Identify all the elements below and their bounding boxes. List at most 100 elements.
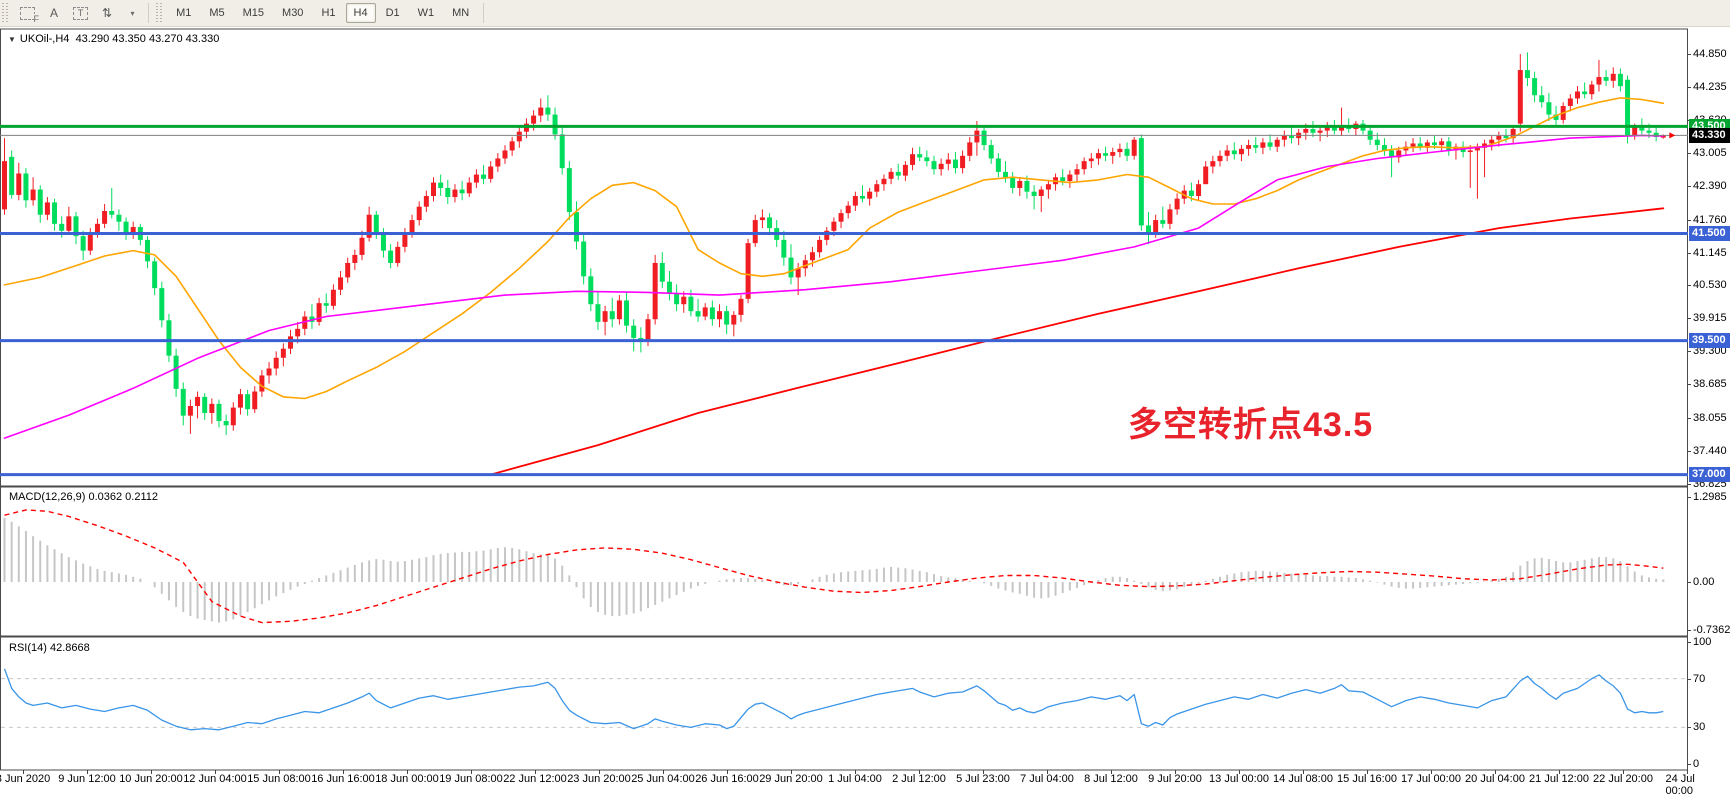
time-tick: 22 Jun 12:00 [503, 773, 567, 785]
timeframe-m5[interactable]: M5 [209, 7, 225, 19]
time-tick-mark [599, 770, 600, 774]
time-tick: 2 Jul 12:00 [892, 773, 946, 785]
time-tick-mark [471, 770, 472, 774]
rsi-tick: 100 [1687, 635, 1730, 649]
toolbar-grip[interactable] [2, 3, 9, 23]
timeframe-m30[interactable]: M30 [282, 7, 304, 19]
price-tick: 44.235 [1687, 80, 1730, 94]
rsi-tick: 0 [1687, 757, 1730, 771]
arrows-icon[interactable]: ⇅ [102, 6, 113, 20]
time-tick: 9 Jun 12:00 [58, 773, 116, 785]
indicator-f-icon[interactable]: F [13, 2, 42, 24]
time-tick: 12 Jun 04:00 [183, 773, 247, 785]
time-tick: 18 Jun 00:00 [375, 773, 439, 785]
annotation-toolbar: F A T ⇅ ▾ [13, 2, 143, 24]
time-tick-mark [1559, 770, 1560, 774]
timeframe-m1[interactable]: M1 [176, 7, 192, 19]
time-tick-mark [1303, 770, 1304, 774]
time-tick: 26 Jun 16:00 [695, 773, 759, 785]
macd-tick: -0.7362 [1687, 624, 1730, 636]
time-tick: 7 Jul 04:00 [1020, 773, 1074, 785]
chart-dropdown-icon[interactable]: ▼ [8, 35, 16, 44]
rsi-value: 42.8668 [49, 642, 90, 654]
time-tick-mark [407, 770, 408, 774]
time-tick-mark [87, 770, 88, 774]
time-tick-mark [1367, 770, 1368, 774]
dropdown-caret-icon[interactable]: ▾ [119, 2, 143, 24]
time-tick: 10 Jun 20:00 [119, 773, 183, 785]
time-tick-mark [343, 770, 344, 774]
time-tick: 21 Jul 12:00 [1529, 773, 1589, 785]
time-tick: 24 Jul 00:00 [1665, 773, 1695, 794]
rsi-label: RSI(14) 42.8668 [9, 642, 90, 654]
chart-title: ▼ UKOil-,H4 43.290 43.350 43.270 43.330 [8, 33, 219, 45]
price-tick: 41.145 [1687, 246, 1730, 260]
time-tick-mark [1175, 770, 1176, 774]
chart-annotation-text: 多空转折点43.5 [1128, 406, 1374, 444]
time-tick: 29 Jun 20:00 [759, 773, 823, 785]
time-tick-mark [279, 770, 280, 774]
toolbar-grip[interactable] [156, 3, 164, 23]
price-flag-39.500: 39.500 [1689, 333, 1730, 348]
timeframe-toolbar: M1 M5 M15 M30 H1 H4 D1 W1 MN [167, 3, 478, 23]
price-tick: 38.055 [1687, 411, 1730, 425]
toolbar: F A T ⇅ ▾ M1 M5 M15 M30 H1 H4 D1 W1 MN [0, 0, 1730, 27]
time-tick-mark [919, 770, 920, 774]
time-tick-mark [855, 770, 856, 774]
text-a-icon[interactable]: A [49, 6, 58, 20]
price-flag-43.330: 43.330 [1689, 128, 1730, 143]
time-tick-mark [791, 770, 792, 774]
time-tick: 8 Jul 12:00 [1084, 773, 1138, 785]
price-tick: 43.005 [1687, 146, 1730, 160]
time-tick: 14 Jul 08:00 [1273, 773, 1333, 785]
toolbar-separator [483, 3, 485, 23]
timeframe-mn[interactable]: MN [452, 7, 470, 19]
chart-symbol: UKOil-,H4 [19, 33, 70, 45]
time-tick: 17 Jul 00:00 [1401, 773, 1461, 785]
time-tick-mark [535, 770, 536, 774]
price-tick: 38.685 [1687, 377, 1730, 391]
toolbar-separator [148, 3, 150, 23]
dropdown-caret-icon: ▾ [130, 8, 135, 18]
time-tick-mark [1239, 770, 1240, 774]
time-tick: 19 Jun 08:00 [439, 773, 503, 785]
macd-label: MACD(12,26,9) 0.0362 0.2112 [9, 491, 159, 503]
chart-canvas[interactable] [0, 28, 1730, 788]
price-tick: 40.530 [1687, 278, 1730, 292]
price-tick: 39.915 [1687, 311, 1730, 325]
timeframe-h1[interactable]: H1 [321, 7, 336, 19]
time-tick-mark [23, 770, 24, 774]
rsi-tick: 70 [1687, 672, 1730, 686]
time-tick: 8 Jun 2020 [0, 773, 51, 785]
time-tick: 15 Jul 16:00 [1337, 773, 1397, 785]
time-tick-mark [151, 770, 152, 774]
timeframe-h4[interactable]: H4 [345, 3, 376, 23]
macd-tick: 1.2985 [1687, 490, 1730, 504]
text-label-icon: T [73, 6, 88, 20]
time-tick-mark [1047, 770, 1048, 774]
price-tick: 44.850 [1687, 47, 1730, 61]
price-tick: 42.390 [1687, 179, 1730, 193]
indicator-f-icon: F [20, 6, 39, 24]
time-tick: 20 Jul 04:00 [1465, 773, 1525, 785]
macd-values: 0.0362 0.2112 [88, 491, 159, 503]
macd-tick: 0.00 [1687, 575, 1730, 589]
timeframe-m15[interactable]: M15 [242, 7, 265, 19]
time-tick-mark [1687, 770, 1688, 774]
price-flag-41.500: 41.500 [1689, 226, 1730, 241]
timeframe-w1[interactable]: W1 [417, 7, 435, 19]
chart-area[interactable]: ▼ UKOil-,H4 43.290 43.350 43.270 43.330 M… [0, 28, 1730, 794]
time-tick: 15 Jun 08:00 [247, 773, 311, 785]
text-label-icon[interactable]: T [66, 2, 95, 24]
price-tick: 39.300 [1687, 344, 1730, 358]
time-tick: 16 Jun 16:00 [311, 773, 375, 785]
time-tick: 25 Jun 04:00 [631, 773, 695, 785]
time-tick-mark [1495, 770, 1496, 774]
time-tick: 1 Jul 04:00 [828, 773, 882, 785]
time-tick-mark [1623, 770, 1624, 774]
timeframe-d1[interactable]: D1 [385, 7, 400, 19]
time-tick-mark [983, 770, 984, 774]
time-tick: 5 Jul 23:00 [956, 773, 1010, 785]
time-tick: 13 Jul 00:00 [1209, 773, 1269, 785]
